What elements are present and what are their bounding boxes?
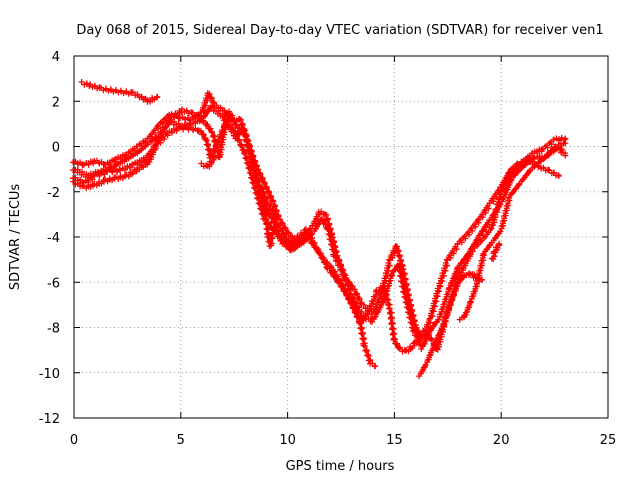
y-tick-label: -12: [39, 412, 60, 427]
point-marker: [269, 227, 276, 234]
point-marker: [555, 172, 562, 179]
grid-lines: [74, 56, 608, 418]
data-points: [70, 79, 569, 380]
x-axis-label: GPS time / hours: [286, 459, 395, 474]
point-marker: [123, 166, 140, 180]
point-marker: [279, 240, 294, 253]
series-track-j: [488, 240, 503, 262]
point-marker: [142, 142, 160, 161]
point-marker: [202, 136, 214, 159]
point-marker: [401, 293, 417, 332]
point-marker: [473, 276, 485, 287]
x-tick-label: 20: [493, 433, 510, 448]
series-track-i: [456, 276, 485, 323]
point-marker: [356, 320, 368, 347]
y-axis-label: SDTVAR / TECUs: [8, 184, 23, 291]
y-tick-label: -4: [47, 231, 60, 246]
x-axis: 0 5 10 15 20 25: [70, 56, 616, 448]
point-marker: [367, 360, 378, 370]
point-marker: [394, 262, 409, 296]
point-marker: [249, 179, 268, 222]
point-marker: [230, 127, 248, 154]
point-marker: [399, 265, 413, 303]
point-marker: [91, 177, 107, 189]
point-marker: [260, 197, 270, 220]
point-marker: [475, 217, 493, 239]
point-marker: [403, 340, 418, 355]
point-marker: [379, 282, 393, 312]
chart-title: Day 068 of 2015, Sidereal Day-to-day VTE…: [76, 23, 603, 38]
point-marker: [465, 217, 482, 236]
point-marker: [443, 241, 461, 263]
point-marker: [505, 161, 520, 177]
point-marker: [104, 166, 123, 176]
point-marker: [433, 257, 451, 297]
point-marker: [478, 276, 485, 283]
y-tick-label: 2: [52, 95, 60, 110]
point-marker: [211, 152, 218, 159]
point-marker: [372, 362, 379, 369]
x-tick-label: 5: [177, 433, 185, 448]
point-marker: [496, 240, 503, 247]
point-marker: [467, 280, 481, 305]
x-tick-label: 25: [600, 433, 617, 448]
point-marker: [562, 152, 569, 159]
x-tick-label: 0: [70, 433, 78, 448]
point-marker: [241, 150, 257, 186]
point-marker: [315, 249, 331, 271]
series-track-h: [258, 184, 277, 250]
point-marker: [241, 128, 256, 170]
point-marker: [446, 280, 461, 309]
y-tick-label: -6: [47, 276, 60, 291]
point-marker: [264, 201, 280, 226]
y-tick-label: 0: [52, 141, 60, 156]
point-marker: [386, 305, 399, 343]
point-marker: [262, 215, 272, 238]
point-marker: [480, 224, 495, 240]
point-marker: [488, 191, 504, 229]
point-marker: [364, 288, 380, 315]
point-marker: [204, 154, 218, 170]
point-marker: [78, 79, 93, 90]
x-tick-label: 10: [279, 433, 296, 448]
point-marker: [296, 235, 311, 244]
point-marker: [550, 134, 568, 144]
series-track-f: [416, 144, 569, 380]
series-track-a: [78, 79, 161, 105]
point-marker: [435, 286, 453, 323]
y-tick-label: -8: [47, 322, 60, 337]
point-marker: [317, 217, 331, 231]
point-marker: [154, 93, 161, 100]
series-track-e: [70, 120, 379, 370]
y-tick-label: -2: [47, 186, 60, 201]
point-marker: [475, 200, 493, 222]
y-axis: -12 -10 -8 -6 -4 -2 0 2 4: [39, 50, 608, 427]
point-marker: [134, 159, 151, 173]
y-tick-label: 4: [52, 50, 60, 65]
point-marker: [497, 172, 513, 195]
point-marker: [360, 342, 374, 364]
point-marker: [461, 299, 474, 321]
point-marker: [213, 122, 229, 148]
point-marker: [330, 253, 347, 274]
x-tick-label: 15: [386, 433, 403, 448]
point-marker: [159, 115, 175, 132]
y-tick-label: -10: [39, 367, 60, 382]
point-marker: [232, 122, 247, 135]
point-marker: [454, 230, 472, 247]
series-track-g: [198, 152, 218, 170]
point-marker: [102, 156, 118, 168]
point-marker: [373, 284, 386, 295]
point-marker: [562, 140, 569, 147]
point-marker: [461, 245, 476, 267]
point-marker: [112, 87, 135, 97]
point-marker: [324, 226, 338, 258]
